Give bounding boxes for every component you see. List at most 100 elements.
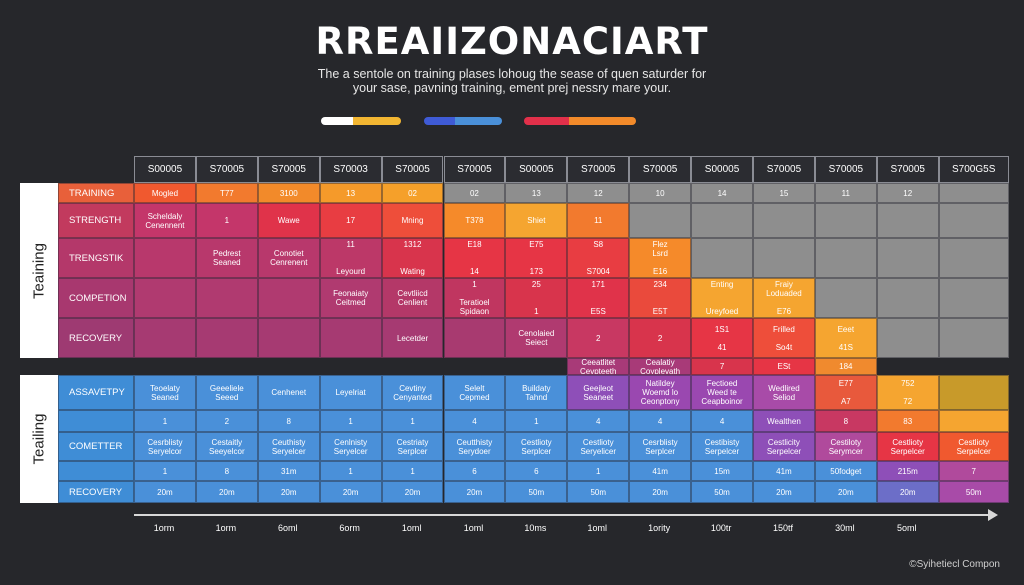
timeline-tick-label: 5oml — [897, 523, 917, 533]
grid-cell: 20m — [443, 481, 506, 503]
column-header: S70005 — [257, 156, 320, 183]
grid-cell — [691, 203, 753, 238]
timeline-axis — [134, 514, 994, 516]
grid-cell: Wealthen — [753, 410, 815, 432]
grid-cell: ESt — [753, 358, 815, 375]
grid-cell: T378 — [443, 203, 506, 238]
grid-cell — [814, 203, 877, 238]
timeline-tick-label: 150tf — [772, 523, 794, 533]
grid-cell: 1 Teratioel Spidaon — [443, 278, 506, 318]
grid-cell: 02 — [381, 183, 444, 203]
grid-cell: 50m — [505, 481, 568, 503]
grid-cell: 11 — [814, 183, 877, 203]
grid-cell: Cevtiny Cenyanted — [381, 375, 444, 410]
grid-cell: Natildey Woemd lo Ceonptony — [629, 375, 692, 410]
grid-cell — [195, 278, 258, 318]
grid-cell: Cealatiy Coyplevath — [629, 358, 692, 375]
grid-cell — [134, 278, 196, 318]
grid-cell: 1 — [319, 461, 382, 481]
grid-cell: Cevtliicd Cenlient — [381, 278, 444, 318]
grid-cell: Cestiloty Serymcer — [814, 432, 877, 461]
grid-cell: Geejleot Seaneet — [567, 375, 630, 410]
grid-cell: E18 14 — [443, 238, 506, 278]
grid-cell: Pedrest Seaned — [195, 238, 258, 278]
grid-cell: Eeet 41S — [814, 318, 877, 358]
grid-cell — [195, 318, 258, 358]
column-header: S70005 — [195, 156, 258, 183]
grid-cell: 50m — [938, 481, 1009, 503]
timeline-tick-label: 10ms — [524, 523, 547, 533]
grid-cell: 15 — [753, 183, 815, 203]
grid-cell: 1 — [319, 410, 382, 432]
grid-cell: 1 — [567, 461, 630, 481]
grid-cell: 12 — [567, 183, 630, 203]
grid-cell: 1 — [195, 203, 258, 238]
grid-cell: Ceeatlitet Cevpteeth — [567, 358, 630, 375]
grid-cell: 1S1 41 — [691, 318, 753, 358]
arrow-right-icon — [988, 509, 998, 521]
timeline-tick-label: 1ority — [648, 523, 671, 533]
grid-cell: Wedlired Seliod — [753, 375, 815, 410]
grid-cell: 6 — [505, 461, 568, 481]
grid-cell: 14 — [691, 183, 753, 203]
row-label: COMPETION — [58, 278, 134, 318]
grid-cell: Fectioed Weed te Ceapboinor — [691, 375, 753, 410]
grid-cell: 8 — [814, 410, 877, 432]
grid-cell: E77 A7 — [814, 375, 877, 410]
timeline-tick-label: 1orm — [153, 523, 175, 533]
grid-cell: Mning — [381, 203, 444, 238]
grid-cell — [938, 238, 1009, 278]
grid-cell: 20m — [134, 481, 196, 503]
grid-cell: Scheldaly Cenennent — [134, 203, 196, 238]
row-label: STRENGTH — [58, 203, 134, 238]
grid-cell: Feonaiaty Ceitmed — [319, 278, 382, 318]
legend-pill-3 — [524, 117, 636, 125]
timeline-tick-label: 1orm — [215, 523, 237, 533]
row-label — [58, 410, 134, 432]
grid-cell: 83 — [876, 410, 939, 432]
grid-cell: 41m — [753, 461, 815, 481]
chart-title: RREAIIZONACIART — [315, 20, 709, 63]
grid-cell: Shiet — [505, 203, 568, 238]
grid-cell: Flez Lsrd E16 — [629, 238, 692, 278]
grid-cell — [938, 318, 1009, 358]
grid-cell: E75 173 — [505, 238, 568, 278]
grid-cell — [134, 318, 196, 358]
grid-cell: Teoelaty Seaned — [134, 375, 196, 410]
column-header: S70005 — [814, 156, 877, 183]
grid-cell: Frilled So4t — [753, 318, 815, 358]
grid-cell — [938, 183, 1009, 203]
grid-cell: Buildaty Tahnd — [505, 375, 568, 410]
grid-cell: 20m — [753, 481, 815, 503]
timeline-tick-label: 6oml — [278, 523, 298, 533]
grid-cell — [753, 203, 815, 238]
timeline-tick-label: 1oml — [587, 523, 608, 533]
row-label: TRENGSTIK — [58, 238, 134, 278]
grid-cell: Cestlioty Serpelcer — [938, 432, 1009, 461]
grid-cell — [443, 318, 506, 358]
grid-cell: Enting Ureyfoed — [691, 278, 753, 318]
row-label: COMETTER — [58, 432, 134, 461]
timeline-tick-label: 1oml — [463, 523, 484, 533]
grid-cell: 31m — [257, 461, 320, 481]
row-label: RECOVERY — [58, 481, 134, 503]
grid-cell: 4 — [567, 410, 630, 432]
row-label — [58, 461, 134, 481]
legend-pill-2 — [424, 117, 502, 125]
legend-pill-1 — [321, 117, 401, 125]
grid-cell — [938, 203, 1009, 238]
grid-cell: 2 — [195, 410, 258, 432]
timeline-tick-label: 6orm — [339, 523, 360, 533]
subtitle-line-2: your sase, pavning training, ement prej … — [352, 81, 672, 95]
grid-cell: 4 — [443, 410, 506, 432]
grid-cell: 50m — [567, 481, 630, 503]
grid-cell: 41m — [629, 461, 692, 481]
grid-cell — [629, 203, 692, 238]
row-label: ASSAVETPY — [58, 375, 134, 410]
grid-cell: 8 — [257, 410, 320, 432]
column-header: S00005 — [505, 156, 568, 183]
grid-cell: 20m — [195, 481, 258, 503]
side-panel-bottom: Teailing — [20, 375, 58, 503]
grid-cell: 20m — [876, 481, 939, 503]
